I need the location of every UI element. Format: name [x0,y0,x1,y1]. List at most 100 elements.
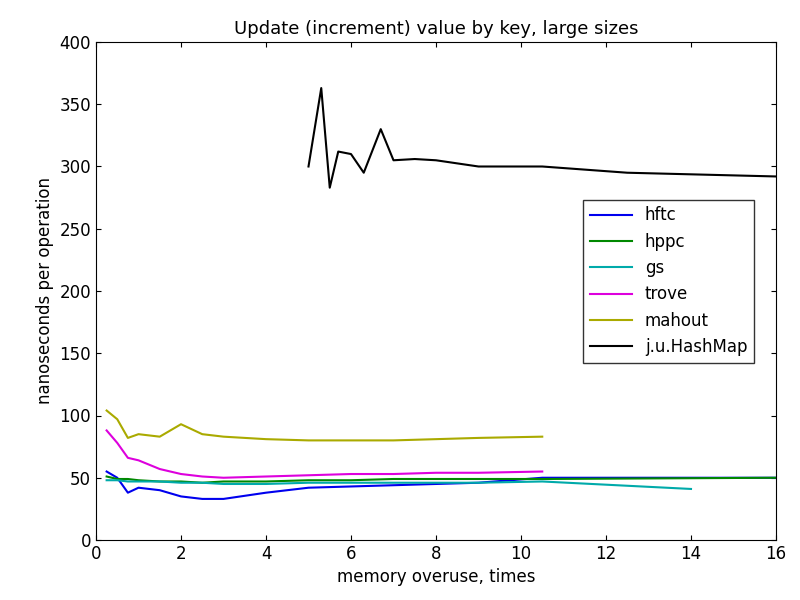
mahout [123,434,133,442]
hftc [304,484,314,491]
hftc [346,483,356,490]
j.u.HashMap [346,151,356,158]
trove [389,470,398,478]
j.u.HashMap [431,157,441,164]
j.u.HashMap [304,163,314,170]
mahout [474,434,483,442]
mahout [218,433,228,440]
hppc [389,475,398,482]
j.u.HashMap [376,125,386,133]
j.u.HashMap [359,169,369,176]
hppc [218,478,228,485]
Y-axis label: nanoseconds per operation: nanoseconds per operation [36,178,54,404]
hftc [218,496,228,503]
mahout [113,416,122,423]
j.u.HashMap [771,173,781,180]
hftc [134,484,143,491]
j.u.HashMap [622,169,632,176]
hppc [474,475,483,482]
gs [304,479,314,487]
j.u.HashMap [474,163,483,170]
mahout [198,431,207,438]
mahout [538,433,547,440]
hppc [538,475,547,482]
gs [113,476,122,484]
X-axis label: memory overuse, times: memory overuse, times [337,568,535,586]
mahout [389,437,398,444]
gs [686,485,696,493]
Line: hppc: hppc [106,476,776,483]
gs [102,476,111,484]
gs [389,479,398,487]
hftc [123,489,133,496]
hftc [102,468,111,475]
hftc [261,489,270,496]
hftc [176,493,186,500]
trove [346,470,356,478]
hppc [176,478,186,485]
mahout [176,421,186,428]
trove [134,457,143,464]
hppc [346,476,356,484]
Line: j.u.HashMap: j.u.HashMap [309,88,776,188]
j.u.HashMap [538,163,547,170]
gs [198,479,207,487]
hftc [389,482,398,489]
j.u.HashMap [325,184,334,191]
gs [134,478,143,485]
trove [123,454,133,461]
gs [218,481,228,488]
hppc [431,475,441,482]
gs [176,479,186,487]
trove [176,470,186,478]
hftc [198,496,207,503]
Line: hftc: hftc [106,472,776,499]
trove [304,472,314,479]
mahout [261,436,270,443]
hftc [538,474,547,481]
hppc [771,474,781,481]
mahout [134,431,143,438]
hppc [113,475,122,482]
mahout [155,433,165,440]
hftc [155,487,165,494]
trove [102,427,111,434]
gs [155,478,165,485]
hppc [261,478,270,485]
hppc [102,473,111,480]
hppc [198,479,207,487]
j.u.HashMap [410,155,419,163]
hftc [431,481,441,488]
trove [155,466,165,473]
trove [261,473,270,480]
trove [538,468,547,475]
gs [346,479,356,487]
Line: trove: trove [106,430,542,478]
mahout [102,407,111,414]
gs [538,478,547,485]
hftc [474,479,483,487]
trove [218,474,228,481]
j.u.HashMap [389,157,398,164]
hppc [123,475,133,482]
Line: gs: gs [106,480,691,489]
gs [123,478,133,485]
trove [198,473,207,480]
hftc [771,474,781,481]
mahout [431,436,441,443]
mahout [304,437,314,444]
trove [474,469,483,476]
j.u.HashMap [334,148,343,155]
Legend: hftc, hppc, gs, trove, mahout, j.u.HashMap: hftc, hppc, gs, trove, mahout, j.u.HashM… [583,200,754,363]
hppc [134,476,143,484]
mahout [346,437,356,444]
trove [113,439,122,446]
hppc [155,478,165,485]
Line: mahout: mahout [106,410,542,440]
hftc [113,474,122,481]
Title: Update (increment) value by key, large sizes: Update (increment) value by key, large s… [234,20,638,38]
trove [431,469,441,476]
j.u.HashMap [317,85,326,92]
gs [431,479,441,487]
gs [261,481,270,488]
